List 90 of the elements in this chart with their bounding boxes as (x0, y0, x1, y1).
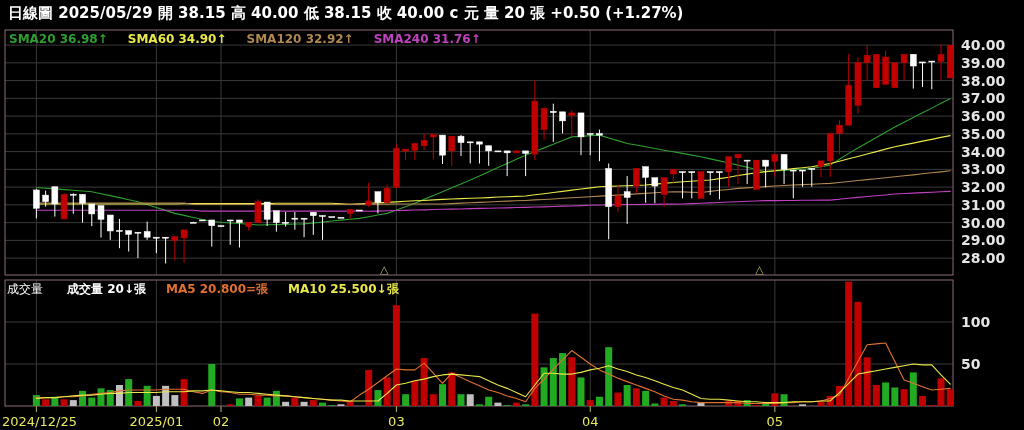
bar (568, 357, 576, 406)
bar (392, 305, 400, 406)
bar (180, 379, 188, 406)
bar (439, 384, 447, 406)
bar (420, 358, 428, 406)
bar (466, 394, 474, 406)
x-tick-label: 2024/12/25 (2, 414, 77, 429)
bar (531, 313, 539, 406)
bar (882, 382, 890, 406)
bar (669, 400, 677, 406)
x-tick-label: 04 (581, 414, 599, 429)
y-tick-label: 35.00 (961, 125, 1006, 142)
bar (152, 395, 160, 406)
y-tick-label: 32.00 (961, 179, 1006, 196)
bar (300, 401, 308, 406)
y-tick-label: 50 (961, 356, 981, 372)
chart-title: 日線圖 2025/05/29 開 38.15 高 40.00 低 38.15 收 40.00 c 元 量 20 張 +0.50 (+1.27%) (8, 4, 684, 22)
text: SMA20 36.98↑ (9, 32, 108, 46)
bar (586, 400, 594, 406)
bar (780, 394, 788, 406)
bar (891, 387, 899, 406)
bar (642, 390, 650, 406)
bar (282, 401, 290, 406)
bar (863, 357, 871, 406)
x-tick-label: 03 (388, 414, 405, 429)
bar (411, 380, 419, 406)
bar (872, 385, 880, 406)
y-tick-label: 38.00 (961, 72, 1006, 89)
x-tick-label: 2025/01 (129, 414, 184, 429)
chart-title: 成交量 (7, 282, 43, 296)
bar (263, 397, 271, 406)
bar (245, 397, 253, 406)
bar (134, 400, 142, 406)
bar (577, 377, 585, 406)
bar (937, 378, 945, 406)
bar (817, 401, 825, 406)
annotation: 成交量 20↓張 (66, 282, 147, 296)
bar (171, 395, 179, 406)
y-tick-label: 34.00 (961, 143, 1006, 160)
y-tick-label: 37.00 (961, 90, 1006, 107)
y-tick-label: 30.00 (961, 214, 1006, 231)
y-tick-label: 33.00 (961, 161, 1006, 178)
y-tick-label: 40.00 (961, 37, 1006, 54)
text: SMA240 31.76↑ (373, 32, 481, 46)
text: SMA120 32.92↑ (246, 32, 354, 46)
y-tick-label: 31.00 (961, 196, 1006, 213)
bar (900, 389, 908, 406)
y-tick-label: 36.00 (961, 108, 1006, 125)
text: MA10 25.500↓張 (288, 282, 400, 296)
bar (42, 399, 50, 406)
bar (595, 396, 603, 406)
bar (605, 347, 613, 406)
bar (660, 397, 668, 406)
bar (402, 394, 410, 406)
bar (623, 385, 631, 406)
bar (291, 397, 299, 406)
bar (365, 369, 373, 406)
bar (309, 400, 317, 406)
y-tick-label: 29.00 (961, 232, 1006, 249)
bar (88, 397, 96, 406)
bar (457, 394, 465, 406)
bar (429, 394, 437, 406)
bar (383, 377, 391, 406)
text: MA5 20.800=張 (165, 282, 270, 296)
bar (854, 301, 862, 406)
bar (540, 367, 548, 406)
bar (485, 396, 493, 406)
bar (69, 400, 77, 406)
bar (208, 364, 216, 406)
bar (60, 399, 68, 406)
bar (845, 281, 853, 406)
bar (651, 403, 659, 406)
y-tick-label: 39.00 (961, 54, 1006, 71)
bar (909, 372, 917, 406)
x-tick-label: 02 (212, 414, 230, 429)
y-tick-label: 28.00 (961, 250, 1006, 267)
bar (614, 392, 622, 406)
bar (559, 353, 567, 406)
bar (235, 398, 243, 406)
annotation: △ (379, 263, 389, 276)
bar (448, 372, 456, 406)
bar (549, 358, 557, 406)
text: SMA60 34.90↑ (127, 32, 227, 46)
x-tick-label: 05 (766, 414, 784, 429)
bar (254, 395, 262, 406)
bar (919, 395, 927, 406)
bar (632, 388, 640, 406)
y-tick-label: 100 (961, 314, 991, 330)
annotation: △ (755, 263, 765, 276)
bar (946, 389, 954, 406)
